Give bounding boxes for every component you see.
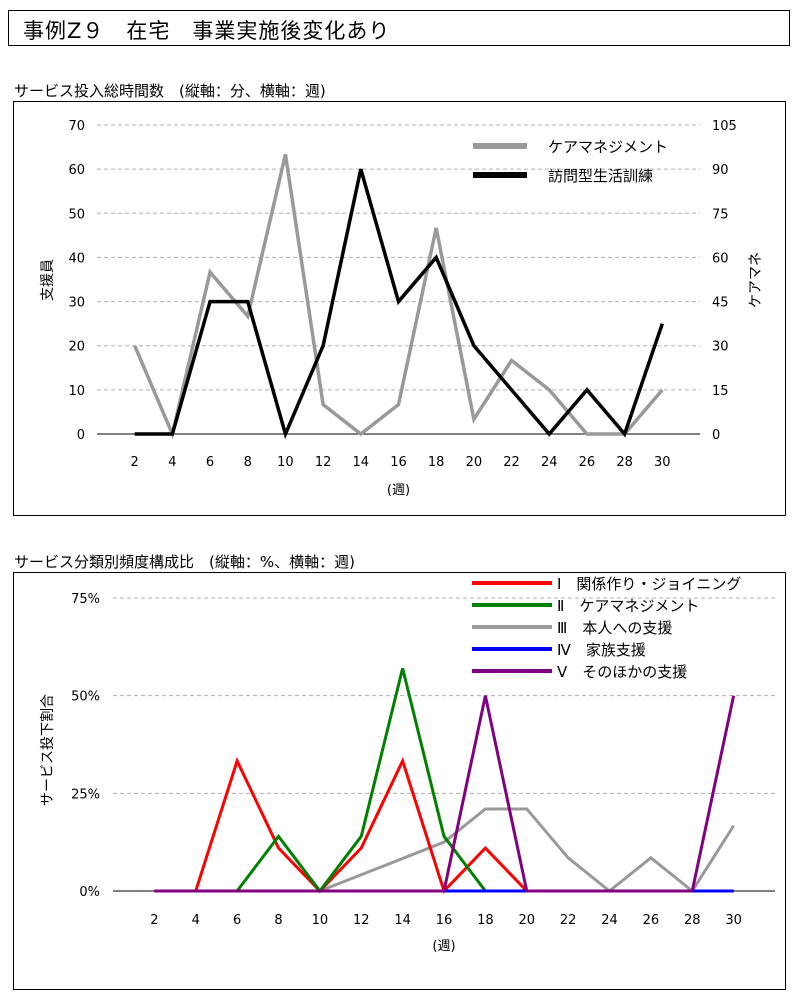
- series-line: [154, 807, 735, 894]
- y2-axis-label: ケアマネ: [748, 252, 764, 308]
- y2-tick-label: 60: [712, 251, 729, 266]
- x-axis-label: (週): [432, 939, 455, 954]
- x-tick-label: 24: [541, 455, 558, 470]
- x-tick-label: 20: [518, 913, 535, 928]
- x-tick-label: 24: [601, 913, 618, 928]
- y-tick-label: 40: [68, 251, 85, 266]
- x-tick-label: 8: [274, 913, 282, 928]
- y-tick-label: 20: [68, 340, 85, 355]
- x-tick-label: 6: [206, 455, 214, 470]
- x-tick-label: 4: [192, 913, 200, 928]
- x-tick-label: 18: [477, 913, 494, 928]
- x-tick-label: 14: [394, 913, 411, 928]
- y-tick-label: 75%: [71, 592, 100, 607]
- x-tick-label: 26: [643, 913, 660, 928]
- chart2-title: サービス分類別頻度構成比 (縦軸：%、横軸：週): [14, 553, 355, 571]
- x-tick-label: 22: [503, 455, 520, 470]
- legend-label: Ⅲ 本人への支援: [557, 619, 672, 637]
- x-tick-label: 18: [428, 455, 445, 470]
- y2-tick-label: 30: [712, 340, 729, 355]
- x-tick-label: 28: [684, 913, 701, 928]
- x-tick-label: 28: [616, 455, 633, 470]
- x-tick-label: 26: [579, 455, 596, 470]
- x-tick-label: 16: [436, 913, 453, 928]
- y-tick-label: 60: [68, 163, 85, 178]
- y2-tick-label: 90: [712, 163, 729, 178]
- x-tick-label: 2: [131, 455, 139, 470]
- y2-tick-label: 45: [712, 296, 729, 311]
- x-tick-label: 20: [466, 455, 483, 470]
- x-tick-label: 30: [654, 455, 671, 470]
- x-tick-label: 8: [244, 455, 252, 470]
- x-tick-label: 6: [233, 913, 241, 928]
- legend-label: Ⅴ そのほかの支援: [557, 663, 687, 681]
- series-line: [154, 667, 734, 894]
- y-axis-label: 支援員: [40, 259, 56, 301]
- x-tick-label: 12: [315, 455, 332, 470]
- legend-label: 訪問型生活訓練: [548, 167, 653, 185]
- y2-tick-label: 0: [712, 428, 720, 443]
- x-tick-label: 12: [353, 913, 370, 928]
- y2-tick-label: 15: [712, 384, 729, 399]
- legend-label: Ⅰ 関係作り・ジョイニング: [557, 575, 741, 593]
- page-title: 事例Z９ 在宅 事業実施後変化あり: [23, 19, 391, 43]
- series-line: [133, 154, 664, 440]
- y-tick-label: 70: [68, 119, 85, 134]
- series-line: [154, 695, 736, 893]
- y2-tick-label: 75: [712, 207, 729, 222]
- y-tick-label: 25%: [71, 787, 100, 802]
- x-axis-label: (週): [387, 483, 410, 498]
- y-tick-label: 0: [77, 428, 85, 443]
- page-title-box: 事例Z９ 在宅 事業実施後変化あり: [8, 10, 790, 46]
- y-axis-label: サービス投下割合: [39, 694, 56, 806]
- legend-label: Ⅱ ケアマネジメント: [557, 597, 699, 615]
- x-tick-label: 2: [150, 913, 158, 928]
- series-line: [134, 168, 664, 440]
- y2-tick-label: 105: [712, 119, 737, 134]
- x-tick-label: 10: [277, 455, 294, 470]
- legend-label: Ⅳ 家族支援: [557, 641, 646, 659]
- y-tick-label: 0%: [79, 885, 100, 900]
- x-tick-label: 10: [312, 913, 329, 928]
- x-tick-label: 30: [725, 913, 742, 928]
- y-tick-label: 50%: [71, 690, 100, 705]
- series-line: [154, 756, 734, 894]
- x-tick-label: 22: [560, 913, 577, 928]
- chart1-frame: [13, 101, 786, 516]
- y-tick-label: 50: [68, 207, 85, 222]
- y-tick-label: 10: [68, 384, 85, 399]
- x-tick-label: 4: [168, 455, 176, 470]
- chart2-frame: [13, 572, 786, 990]
- x-tick-label: 16: [390, 455, 407, 470]
- legend-label: ケアマネジメント: [548, 138, 668, 156]
- chart1-title: サービス投入総時間数 (縦軸：分、横軸：週): [14, 82, 326, 100]
- x-tick-label: 14: [353, 455, 370, 470]
- y-tick-label: 30: [68, 296, 85, 311]
